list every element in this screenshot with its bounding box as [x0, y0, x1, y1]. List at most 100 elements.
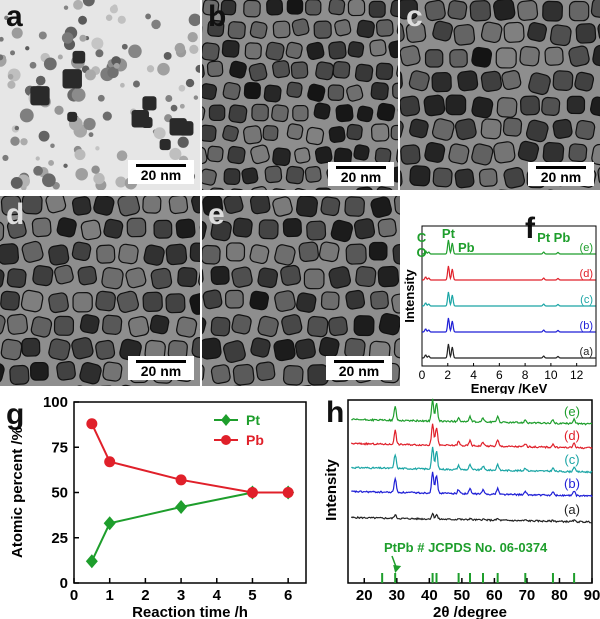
nanocube	[346, 84, 364, 102]
tem-image-a	[0, 0, 200, 190]
particle-aggregate	[159, 138, 171, 151]
particle-aggregate	[30, 86, 50, 106]
nanocube	[549, 24, 572, 47]
nanocube	[71, 196, 92, 216]
nanocube	[298, 241, 319, 263]
nanocube	[390, 124, 398, 141]
nanocube	[244, 42, 262, 60]
nanocube	[480, 21, 503, 44]
nanocube	[0, 361, 5, 384]
nanocube	[249, 244, 270, 265]
nanocube	[153, 219, 173, 239]
nanocube	[272, 196, 293, 217]
nanoparticle	[0, 36, 4, 42]
nanocube	[101, 314, 123, 335]
nanocube	[30, 316, 53, 338]
nanocube	[568, 143, 588, 163]
nanocube	[250, 186, 269, 190]
data-point-pb	[246, 487, 258, 498]
nanocube	[346, 123, 363, 141]
nanocube	[224, 289, 244, 309]
peak-annotation: Pt	[442, 226, 456, 241]
nanocube	[591, 143, 600, 167]
nanocube	[597, 21, 600, 42]
nanocube	[424, 142, 446, 163]
panel-label-f: f	[525, 212, 536, 245]
nanoparticle	[163, 51, 172, 60]
nanoparticle	[157, 62, 170, 76]
nanoparticle	[88, 132, 94, 138]
nanocube	[6, 268, 27, 288]
nanocube	[286, 81, 303, 98]
nanocube	[400, 22, 405, 44]
nanocube	[222, 81, 241, 101]
scale-bar-e: 20 nm	[326, 356, 392, 380]
y-tick-label: 75	[51, 439, 68, 456]
x-axis-label: Energy /KeV	[471, 381, 548, 394]
nanocube	[0, 267, 5, 289]
nanocube	[177, 267, 198, 288]
series-label: (a)	[564, 502, 580, 517]
nanocube	[306, 220, 327, 241]
particle-aggregate	[178, 121, 194, 136]
nanocube	[291, 18, 310, 37]
y-tick-label: 25	[51, 530, 68, 547]
nanocube	[262, 125, 279, 141]
nanocube	[0, 338, 23, 361]
nanocube	[281, 314, 303, 336]
nanocube	[257, 267, 279, 289]
nanocube	[21, 196, 43, 215]
nanocube	[272, 20, 291, 39]
nanocube	[56, 217, 77, 238]
nanocube	[449, 49, 468, 68]
nanocube	[126, 217, 147, 238]
nanocube	[575, 23, 597, 44]
nanocube	[431, 118, 455, 141]
nanocube	[202, 42, 220, 62]
nanocube	[295, 196, 318, 218]
panel-label-g: g	[6, 398, 24, 431]
nanoparticle	[35, 75, 46, 86]
nanocube	[0, 312, 6, 336]
nanocube	[519, 45, 540, 67]
x-tick-label: 50	[454, 587, 471, 604]
nanocube	[231, 266, 253, 288]
nanocube	[517, 140, 540, 163]
nanocube	[432, 20, 454, 42]
y-tick-label: 100	[43, 394, 68, 411]
nanocube	[53, 315, 75, 336]
nanoparticle	[35, 156, 40, 161]
nanocube	[493, 0, 516, 21]
nanocube	[273, 338, 296, 362]
nanoparticle	[10, 50, 16, 56]
nanoparticle	[19, 108, 34, 123]
nanocube	[501, 70, 522, 90]
nanocube	[307, 83, 326, 102]
data-point-pb	[282, 487, 294, 498]
nanocube	[292, 104, 309, 122]
nanoparticle	[113, 62, 120, 69]
nanocube	[544, 46, 564, 66]
nanocube	[80, 219, 102, 241]
series-label: (a)	[580, 346, 593, 358]
nanocube	[330, 219, 353, 243]
nanoparticle	[109, 5, 118, 14]
nanocube	[0, 290, 20, 311]
nanocube	[167, 385, 190, 386]
nanocube	[102, 361, 123, 382]
nanoparticle	[117, 15, 126, 24]
nanocube	[241, 167, 259, 185]
nanocube	[400, 118, 404, 141]
series-label: (b)	[564, 476, 580, 491]
nanocube	[71, 337, 94, 360]
y-axis-label: Atomic percent /%	[9, 427, 26, 558]
xrd-pattern-line	[351, 446, 593, 474]
nanocube	[198, 267, 200, 290]
chart-f-eds: f 0 2 4 6 8 10 12 Energy /KeV Intensity (a) (b) (c)…	[402, 212, 597, 394]
nanoparticle	[174, 42, 186, 54]
panel-label-e: e	[208, 198, 225, 231]
nanocube	[232, 217, 253, 238]
nanocube	[229, 60, 247, 79]
scale-bar-line	[334, 360, 384, 363]
y-axis-label: Intensity	[323, 459, 340, 521]
